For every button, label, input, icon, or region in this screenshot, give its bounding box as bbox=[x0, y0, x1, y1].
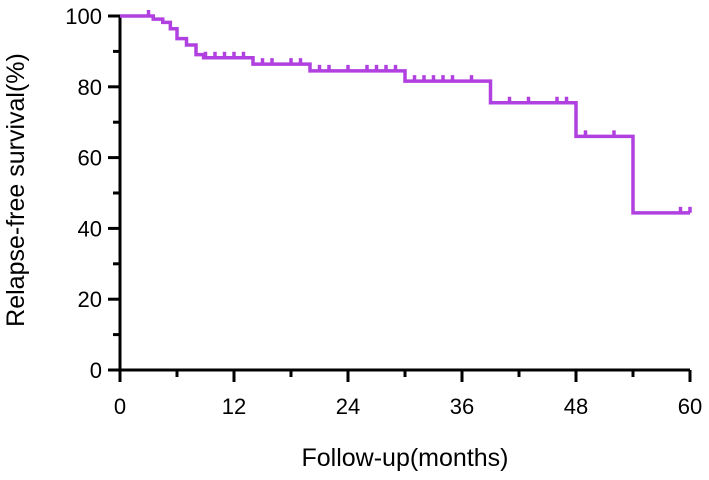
y-axis-title: Relapse-free survival(%) bbox=[2, 53, 30, 327]
x-tick-label: 48 bbox=[564, 394, 588, 419]
y-tick-label: 100 bbox=[65, 4, 102, 29]
ticks bbox=[108, 14, 692, 382]
axes bbox=[118, 16, 690, 372]
y-tick-label: 20 bbox=[78, 287, 102, 312]
x-tick-label: 12 bbox=[222, 394, 246, 419]
x-axis-title: Follow-up(months) bbox=[301, 444, 508, 472]
y-tick-label: 40 bbox=[78, 216, 102, 241]
x-tick-label: 60 bbox=[678, 394, 702, 419]
y-tick-label: 60 bbox=[78, 146, 102, 171]
x-tick-label: 0 bbox=[114, 394, 126, 419]
tick-labels: 0 20 40 60 80 100 0 12 24 36 48 60 bbox=[65, 4, 702, 419]
y-tick-label: 0 bbox=[90, 358, 102, 383]
series bbox=[120, 14, 690, 215]
y-tick-label: 80 bbox=[78, 75, 102, 100]
censor-marks bbox=[146, 10, 692, 213]
survival-step-line bbox=[120, 14, 690, 215]
x-tick-label: 36 bbox=[450, 394, 474, 419]
x-tick-label: 24 bbox=[336, 394, 360, 419]
